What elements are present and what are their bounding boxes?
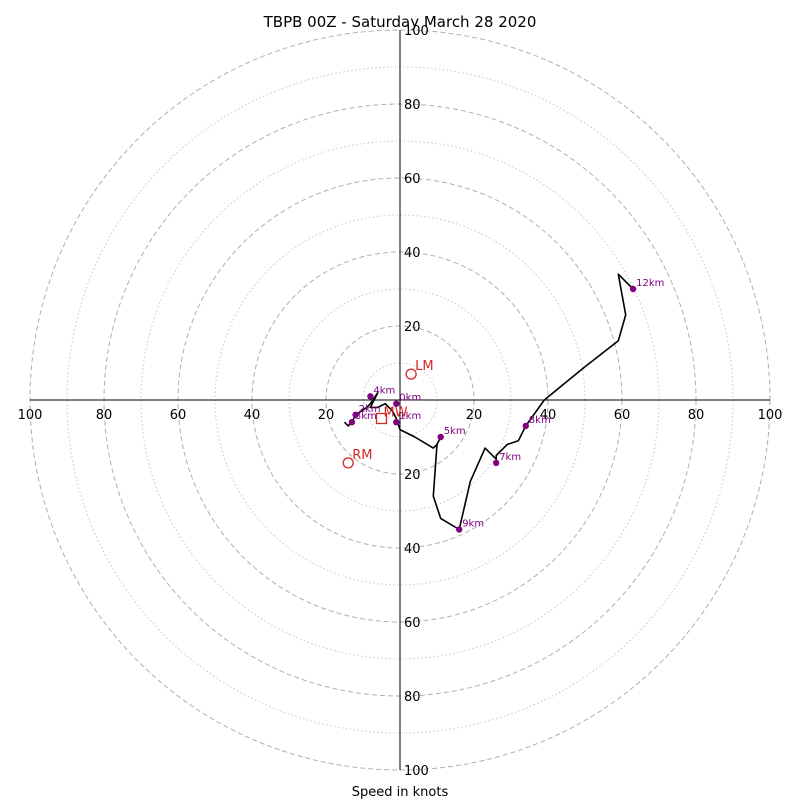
height-label: 12km (636, 278, 664, 289)
height-point (522, 422, 529, 430)
height-label: 2km (359, 404, 381, 415)
chart-title: TBPB 00Z - Saturday March 28 2020 (263, 13, 537, 31)
mean-wind-point (375, 412, 388, 425)
storm-motion-label: LM (415, 359, 433, 374)
storm-motion-label: RM (352, 448, 372, 463)
axes (30, 30, 770, 770)
y-tick-label: 20 (404, 320, 421, 335)
x-axis-label: Speed in knots (352, 785, 449, 800)
x-tick-label: 100 (758, 408, 783, 423)
y-tick-label: 60 (404, 616, 421, 631)
height-label: 5km (444, 426, 466, 437)
x-tick-label: 100 (18, 408, 43, 423)
y-tick-label: 80 (404, 690, 421, 705)
height-label: 0km (399, 393, 421, 404)
height-label: 8km (529, 415, 551, 426)
trace-line (343, 273, 634, 531)
x-tick-label: 40 (540, 408, 557, 423)
height-label: 4km (373, 385, 395, 396)
height-label: 9km (462, 519, 484, 530)
y-tick-label: 100 (404, 24, 429, 39)
tick-labels: 20 20 20 20 40 40 40 40 60 60 60 60 80 80 80 80 100 100 10… (18, 24, 783, 779)
y-tick-label: 100 (404, 764, 429, 779)
y-tick-label: 20 (404, 468, 421, 483)
height-point (393, 400, 400, 407)
x-tick-label: 20 (466, 408, 483, 423)
y-tick-label: 40 (404, 542, 421, 557)
x-tick-label: 80 (688, 408, 705, 423)
height-point (393, 419, 400, 426)
wind-trace (343, 273, 634, 531)
height-point (437, 433, 444, 441)
mean-wind-label: MW (384, 406, 408, 421)
height-point (367, 393, 374, 400)
height-point (348, 419, 356, 426)
x-tick-label: 60 (170, 408, 187, 423)
height-point (629, 285, 637, 293)
height-point (456, 526, 463, 533)
storm-motion-markers: LM RM MW (342, 359, 434, 469)
height-label: 7km (499, 452, 521, 463)
y-tick-label: 80 (404, 98, 421, 113)
height-label: 1km (399, 411, 421, 422)
height-point (352, 411, 359, 418)
x-tick-label: 60 (614, 408, 631, 423)
height-point (493, 459, 500, 467)
y-tick-label: 60 (404, 172, 421, 187)
storm-motion-point (405, 368, 417, 380)
x-tick-label: 80 (96, 408, 113, 423)
x-tick-label: 20 (318, 408, 335, 423)
x-tick-label: 40 (244, 408, 261, 423)
height-label: 3km (355, 411, 377, 422)
y-tick-label: 40 (404, 246, 421, 261)
storm-motion-point (342, 457, 354, 469)
